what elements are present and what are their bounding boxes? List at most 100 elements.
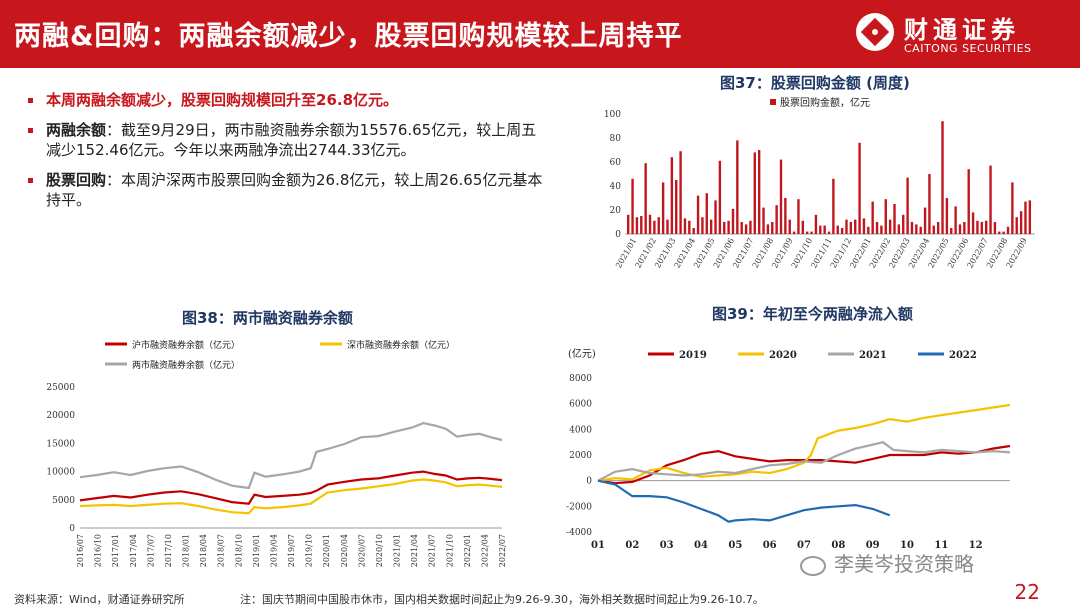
y-tick-label: 8000: [569, 374, 592, 384]
y-tick-label: 0: [615, 230, 621, 240]
bar: [688, 220, 691, 234]
bar: [936, 222, 940, 234]
bar: [631, 178, 634, 234]
bar: [810, 231, 813, 234]
bar: [661, 182, 665, 234]
bar: [714, 200, 717, 234]
x-tick-label: 2019/04: [269, 534, 278, 567]
y-tick-label: 80: [610, 134, 622, 144]
bar: [989, 165, 992, 234]
bar: [971, 212, 975, 234]
x-tick-label: 2018/04: [199, 534, 208, 567]
y-tick-label: 10000: [46, 468, 75, 478]
bar: [644, 163, 647, 234]
bar: [1006, 226, 1010, 234]
x-tick-label: 2020/07: [357, 534, 366, 567]
x-tick-label: 2016/10: [94, 534, 103, 567]
x-tick-label: 01: [591, 540, 605, 551]
bar: [1011, 182, 1014, 234]
x-tick-label: 08: [831, 540, 845, 551]
bar: [862, 218, 866, 234]
bar: [845, 219, 848, 234]
bar: [731, 208, 735, 234]
bar: [832, 178, 835, 234]
bar: [779, 159, 783, 234]
bar: [792, 231, 796, 234]
y-tick-label: 20000: [46, 411, 75, 421]
bar: [727, 220, 730, 234]
bar: [993, 222, 997, 234]
legend-label: 2021: [859, 350, 887, 361]
x-tick-label: 2019/07: [287, 534, 296, 567]
bar: [893, 204, 896, 234]
legend-label: 2022: [949, 350, 977, 361]
bullet-margin: 两融余额：截至9月29日，两市融资融券余额为15576.65亿元，较上周五减少1…: [24, 120, 544, 160]
bar: [696, 195, 700, 234]
x-tick-label: 02: [625, 540, 639, 551]
series-line: [597, 479, 891, 523]
fig39-title: 图39：年初至今两融净流入额: [712, 305, 913, 323]
x-tick-label: 06: [763, 540, 777, 551]
x-tick-label: 2020/04: [340, 534, 349, 567]
wechat-icon: [800, 555, 826, 576]
x-tick-label: 2021/04: [410, 534, 419, 567]
page-number: 22: [1014, 580, 1040, 604]
legend-label: 2020: [769, 350, 797, 361]
x-tick-label: 2020/10: [375, 534, 384, 567]
y-tick-label: 40: [610, 182, 622, 192]
x-tick-label: 11: [934, 540, 948, 551]
bar: [683, 218, 687, 234]
bar: [744, 224, 748, 234]
bar: [871, 201, 874, 234]
bar: [627, 214, 630, 234]
bar: [867, 226, 870, 234]
bar: [705, 193, 708, 234]
bar: [666, 219, 669, 234]
bar: [701, 217, 704, 234]
bar: [836, 225, 839, 234]
bar: [945, 198, 949, 234]
y-tick-label: 100: [604, 110, 621, 120]
logo-mark-icon: [856, 13, 894, 51]
series-line: [597, 441, 1011, 482]
x-tick-label: 05: [728, 540, 742, 551]
fig37-chart: 股票回购金额，亿元0204060801002021/012021/022021/…: [604, 96, 1035, 270]
bar: [827, 231, 831, 234]
bar: [858, 142, 861, 234]
bar: [919, 226, 922, 234]
series-line: [597, 403, 1011, 482]
legend-label: 深市融资融券余额（亿元）: [347, 339, 455, 351]
logo-english-name: CAITONG SECURITIES: [904, 42, 1032, 55]
x-tick-label: 2019/01: [252, 534, 261, 567]
fig37-title: 图37：股票回购金额 (周度): [720, 74, 910, 92]
bar: [1028, 200, 1032, 234]
bar: [915, 224, 918, 234]
x-tick-label: 2018/10: [234, 534, 243, 567]
x-tick-label: 03: [660, 540, 674, 551]
x-tick-label: 2016/07: [76, 534, 85, 567]
x-tick-label: 09: [866, 540, 880, 551]
bar: [657, 217, 660, 234]
x-tick-label: 2022/04: [480, 534, 489, 567]
bar: [854, 219, 857, 234]
bar: [797, 199, 800, 234]
bar: [902, 214, 905, 234]
company-logo: 财通证券 CAITONG SECURITIES: [832, 0, 1080, 68]
x-tick-label: 2022/07: [498, 534, 507, 567]
bullet-dot-icon: [28, 128, 33, 133]
y-tick-label: -4000: [566, 528, 592, 538]
bar: [784, 198, 787, 234]
bar: [875, 222, 879, 234]
bar: [771, 222, 774, 234]
bar: [819, 225, 822, 234]
bar: [723, 222, 726, 234]
x-tick-label: 04: [694, 540, 708, 551]
bar: [941, 121, 944, 234]
bar: [888, 219, 892, 234]
x-tick-label: 2017/01: [111, 534, 120, 567]
y-tick-label: -2000: [566, 502, 592, 512]
bar: [801, 220, 805, 234]
bar: [976, 220, 979, 234]
bar: [814, 214, 818, 234]
bar: [980, 222, 984, 234]
